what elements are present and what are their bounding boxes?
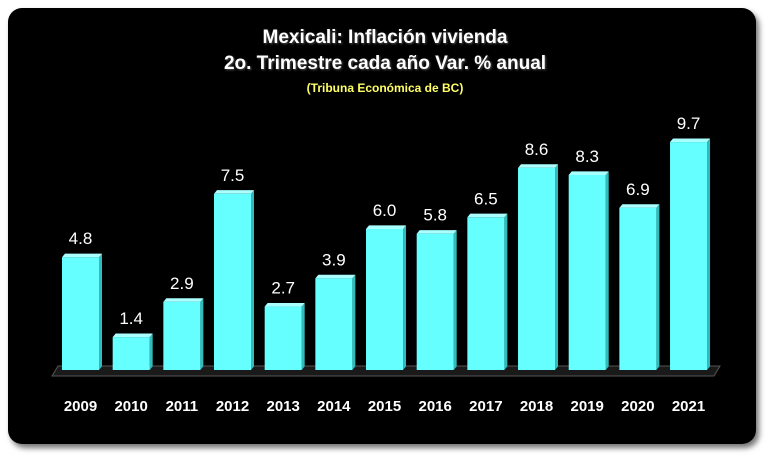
data-label-2014: 3.9 bbox=[322, 250, 346, 269]
data-label-2021: 9.7 bbox=[677, 114, 701, 133]
data-label-2019: 8.3 bbox=[575, 147, 599, 166]
bar-2019 bbox=[568, 171, 609, 370]
data-label-2010: 1.4 bbox=[119, 309, 143, 328]
x-tick-2011: 2011 bbox=[166, 398, 199, 415]
bar-2010 bbox=[112, 333, 153, 370]
bar-2011 bbox=[163, 298, 204, 370]
data-label-2015: 6.0 bbox=[373, 201, 397, 220]
x-tick-2012: 2012 bbox=[216, 398, 249, 415]
x-tick-2019: 2019 bbox=[571, 398, 604, 415]
data-label-2018: 8.6 bbox=[525, 140, 549, 159]
x-tick-2020: 2020 bbox=[621, 398, 654, 415]
bar-2013 bbox=[264, 302, 305, 370]
bar-2020 bbox=[619, 204, 660, 370]
x-tick-2017: 2017 bbox=[469, 398, 502, 415]
x-tick-2009: 2009 bbox=[64, 398, 97, 415]
x-tick-2021: 2021 bbox=[672, 398, 705, 415]
bar-2016 bbox=[416, 230, 457, 370]
x-tick-2014: 2014 bbox=[317, 398, 351, 415]
bar-2014 bbox=[315, 274, 356, 370]
x-tick-2013: 2013 bbox=[266, 398, 299, 415]
bar-2018 bbox=[518, 164, 559, 370]
data-label-2012: 7.5 bbox=[221, 166, 245, 185]
chart-subtitle: 2o. Trimestre cada año Var. % anual bbox=[223, 53, 547, 74]
x-tick-2018: 2018 bbox=[520, 398, 553, 415]
data-label-2020: 6.9 bbox=[626, 180, 650, 199]
data-label-2011: 2.9 bbox=[170, 274, 194, 293]
bar-2009 bbox=[62, 253, 102, 370]
x-tick-2015: 2015 bbox=[368, 398, 401, 415]
data-label-2016: 5.8 bbox=[423, 206, 447, 225]
bar-2015 bbox=[366, 225, 407, 370]
bar-2017 bbox=[467, 213, 508, 370]
x-tick-2010: 2010 bbox=[114, 398, 147, 415]
bar-2021 bbox=[670, 138, 711, 370]
bar-2012 bbox=[214, 190, 255, 370]
chart-source: (Tribuna Económica de BC) bbox=[306, 81, 464, 95]
data-label-2017: 6.5 bbox=[474, 189, 498, 208]
x-tick-2016: 2016 bbox=[419, 398, 452, 415]
chart-title: Mexicali: Inflación vivienda bbox=[262, 27, 508, 48]
data-label-2013: 2.7 bbox=[271, 279, 295, 298]
data-label-2009: 4.8 bbox=[69, 229, 93, 248]
